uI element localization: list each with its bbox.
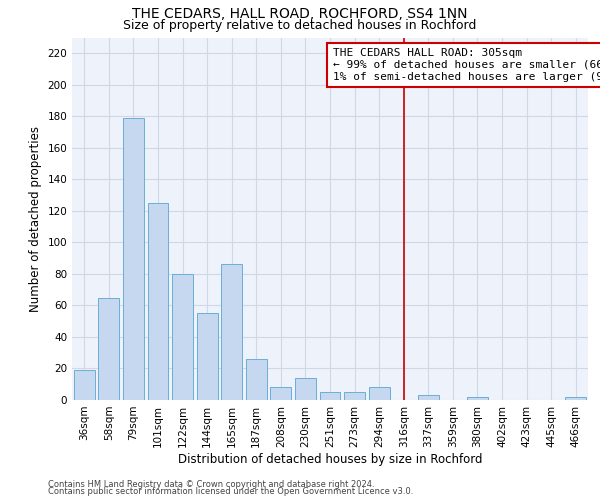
- Bar: [246, 359, 267, 400]
- Text: Contains public sector information licensed under the Open Government Licence v3: Contains public sector information licen…: [48, 487, 413, 496]
- Bar: [418, 396, 439, 400]
- Bar: [148, 203, 169, 400]
- Bar: [172, 274, 193, 400]
- Bar: [123, 118, 144, 400]
- Bar: [271, 388, 292, 400]
- Bar: [565, 397, 586, 400]
- Bar: [320, 392, 340, 400]
- Bar: [368, 388, 389, 400]
- Bar: [74, 370, 95, 400]
- X-axis label: Distribution of detached houses by size in Rochford: Distribution of detached houses by size …: [178, 452, 482, 466]
- Bar: [197, 314, 218, 400]
- Bar: [98, 298, 119, 400]
- Bar: [221, 264, 242, 400]
- Text: THE CEDARS HALL ROAD: 305sqm
← 99% of detached houses are smaller (666)
1% of se: THE CEDARS HALL ROAD: 305sqm ← 99% of de…: [332, 48, 600, 82]
- Bar: [344, 392, 365, 400]
- Y-axis label: Number of detached properties: Number of detached properties: [29, 126, 42, 312]
- Text: Size of property relative to detached houses in Rochford: Size of property relative to detached ho…: [124, 18, 476, 32]
- Bar: [295, 378, 316, 400]
- Text: THE CEDARS, HALL ROAD, ROCHFORD, SS4 1NN: THE CEDARS, HALL ROAD, ROCHFORD, SS4 1NN: [132, 8, 468, 22]
- Bar: [467, 397, 488, 400]
- Text: Contains HM Land Registry data © Crown copyright and database right 2024.: Contains HM Land Registry data © Crown c…: [48, 480, 374, 489]
